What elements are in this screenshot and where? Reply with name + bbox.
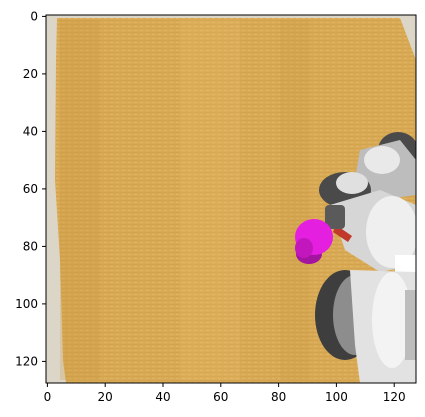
robot-finger-dark — [325, 205, 345, 229]
y-tick-label: 80 — [23, 240, 38, 254]
magenta-object-side — [295, 238, 313, 258]
y-tick-label: 40 — [23, 125, 38, 139]
image-plot-area — [46, 15, 416, 383]
robot-base-highlight — [372, 272, 412, 368]
x-tick-label: 20 — [98, 390, 113, 404]
table-shade — [60, 20, 100, 380]
x-tick-label: 120 — [383, 390, 406, 404]
robot-base-shade — [405, 290, 416, 360]
robot-base — [315, 270, 416, 383]
axes-frame — [45, 14, 417, 384]
y-axis: 0 20 40 60 80 100 120 — [15, 10, 46, 369]
robot-joint-light — [364, 146, 400, 174]
x-tick-label: 80 — [271, 390, 286, 404]
robot-hand-highlight — [366, 196, 416, 268]
x-tick-label: 60 — [213, 390, 228, 404]
table-grain-strip — [280, 20, 310, 380]
robot-arm — [319, 132, 416, 273]
table-light-strip — [180, 20, 240, 380]
x-tick-label: 40 — [155, 390, 170, 404]
x-axis: 0 20 40 60 80 100 120 — [44, 383, 406, 404]
y-tick-label: 120 — [15, 355, 38, 369]
robot-finger-light — [395, 255, 416, 273]
x-tick-label: 100 — [325, 390, 348, 404]
x-tick-label: 0 — [44, 390, 52, 404]
y-tick-label: 100 — [15, 297, 38, 311]
robot-red-pad — [333, 225, 352, 242]
y-tick-label: 20 — [23, 67, 38, 81]
magenta-object — [295, 219, 333, 264]
robot-gripper-cap — [336, 172, 368, 194]
y-tick-label: 60 — [23, 182, 38, 196]
y-tick-label: 0 — [30, 10, 38, 24]
